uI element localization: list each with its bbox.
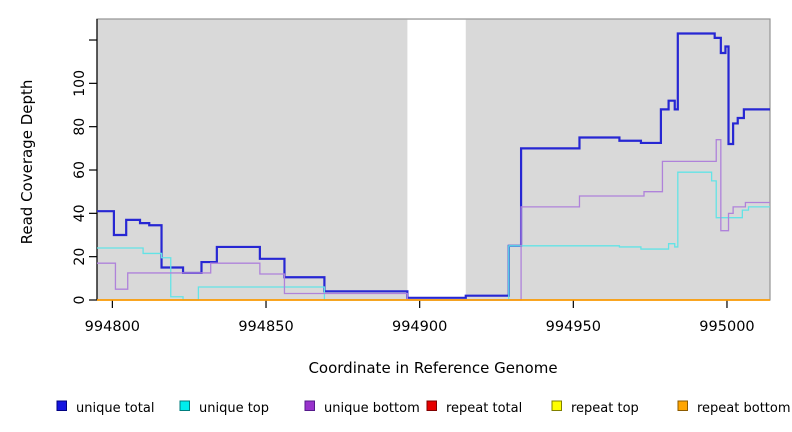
- y-axis-title: Read Coverage Depth: [18, 80, 36, 245]
- legend-label: unique total: [76, 401, 154, 416]
- y-tick-label: 20: [72, 248, 88, 266]
- repeat-top-swatch-icon: [551, 400, 562, 411]
- series-line-unique-top: [97, 171, 770, 301]
- masked-region: [407, 19, 466, 300]
- y-tick-label: 60: [72, 161, 88, 179]
- legend: unique total unique top unique bottom re…: [56, 400, 791, 416]
- x-tick-label: 995000: [699, 319, 754, 335]
- legend-item-unique-top: unique top: [179, 400, 269, 416]
- repeat-total-swatch-icon: [426, 400, 437, 411]
- x-axis-title: Coordinate in Reference Genome: [308, 359, 557, 377]
- legend-item-repeat-bottom: repeat bottom: [677, 400, 791, 416]
- legend-label: repeat total: [446, 401, 522, 416]
- legend-label: repeat top: [571, 401, 639, 416]
- legend-item-repeat-top: repeat top: [551, 400, 639, 416]
- y-tick-label: 40: [72, 204, 88, 222]
- y-tick-label: 100: [72, 70, 88, 97]
- legend-label: unique bottom: [324, 401, 420, 416]
- unique-top-swatch-icon: [179, 400, 190, 411]
- x-tick-label: 994900: [392, 319, 447, 335]
- plot-area: 0 20 40 60 80 100 994800 994850 994900 994950 9950…: [72, 18, 771, 335]
- unique-total-swatch-icon: [56, 400, 67, 411]
- series-line-unique-total: [97, 32, 770, 299]
- legend-label: unique top: [199, 401, 269, 416]
- y-tick-label: 80: [72, 118, 88, 136]
- legend-label: repeat bottom: [697, 401, 791, 416]
- repeat-bottom-swatch-icon: [677, 400, 688, 411]
- x-tick-label: 994950: [546, 319, 601, 335]
- x-tick-label: 994850: [238, 319, 293, 335]
- y-tick-label: 0: [72, 296, 88, 305]
- unique-bottom-swatch-icon: [304, 400, 315, 411]
- x-tick-label: 994800: [85, 319, 140, 335]
- legend-item-repeat-total: repeat total: [426, 400, 522, 416]
- series-line-unique-bottom: [97, 139, 770, 301]
- legend-item-unique-bottom: unique bottom: [304, 400, 420, 416]
- legend-item-unique-total: unique total: [56, 400, 154, 416]
